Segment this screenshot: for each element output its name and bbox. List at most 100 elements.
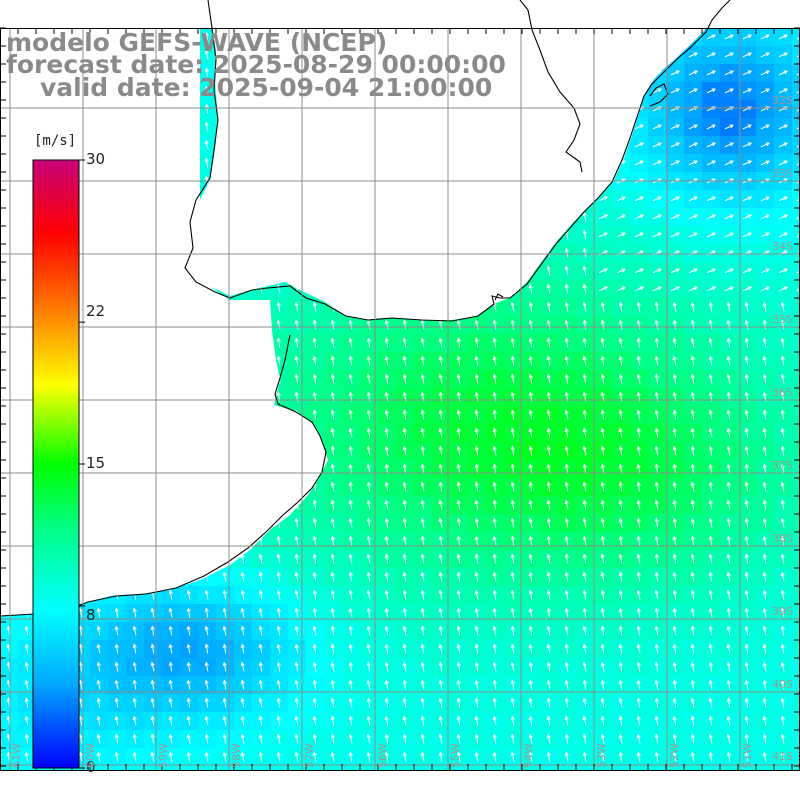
wind-arrow [616,286,627,292]
wind-arrow [564,535,569,546]
wind-arrow [616,232,627,238]
wind-speed-cell [432,766,451,771]
wind-arrow [168,643,173,654]
wind-arrow [582,733,587,744]
wind-arrow [312,625,317,636]
wind-arrow [546,463,551,474]
wind-arrow [186,697,191,708]
wind-arrow [330,373,335,384]
wind-arrow [564,733,569,744]
wind-arrow [726,535,731,546]
wind-arrow [778,286,789,292]
wind-arrow [744,535,749,546]
wind-speed-cell [234,766,253,771]
wind-arrow [760,124,771,130]
wind-arrow [510,571,515,582]
lon-label-51W: 51W [741,743,754,768]
wind-arrow [402,769,407,780]
wind-arrow [510,301,515,312]
lon-label-58W: 58W [230,743,243,768]
wind-arrow [690,643,695,654]
wind-arrow [402,535,407,546]
wind-arrow [654,463,659,474]
wind-arrow [636,661,641,672]
wind-arrow [780,355,785,366]
wind-arrow [618,697,623,708]
wind-arrow [708,607,713,618]
wind-arrow [240,625,245,636]
wind-arrow [690,697,695,708]
wind-arrow [438,697,443,708]
wind-arrow [796,126,800,130]
wind-arrow [258,697,263,708]
wind-speed-cell [792,658,800,677]
wind-arrow [688,232,699,238]
wind-arrow [780,589,785,600]
wind-arrow [348,661,353,672]
wind-arrow [690,607,695,618]
wind-arrow [474,355,479,366]
wind-arrow [456,355,461,366]
wind-arrow [636,769,641,780]
wind-arrow [438,463,443,474]
lat-label-32S: 32S [772,94,793,107]
wind-arrow [294,661,299,672]
wind-arrow [348,337,353,348]
wind-arrow [760,142,771,148]
wind-arrow [204,85,209,96]
wind-arrow [724,160,735,166]
wind-arrow [564,553,569,564]
wind-speed-cell [792,514,800,533]
wind-arrow [492,319,497,330]
wind-arrow [760,286,771,292]
wind-arrow [402,373,407,384]
wind-arrow [312,679,317,690]
wind-arrow [690,679,695,690]
wind-arrow [582,715,587,726]
wind-arrow [456,751,461,762]
wind-arrow [742,268,753,274]
wind-arrow [582,409,587,420]
wind-arrow [258,625,263,636]
wind-arrow [564,499,569,510]
wind-arrow [654,661,659,672]
wind-arrow [474,517,479,528]
wind-speed-cell [738,766,757,771]
wind-arrow [780,445,785,456]
wind-arrow [654,751,659,762]
wind-arrow [726,607,731,618]
wind-arrow [150,769,155,780]
wind-arrow [778,232,789,238]
wind-arrow [510,589,515,600]
wind-arrow [276,571,281,582]
wind-arrow [690,517,695,528]
wind-arrow [168,625,173,636]
wind-arrow [636,589,641,600]
wind-arrow [726,769,731,780]
wind-arrow [186,715,191,726]
wind-arrow [780,481,785,492]
wind-arrow [670,268,681,274]
wind-arrow [132,715,137,726]
wind-arrow [636,373,641,384]
wind-arrow [330,517,335,528]
wind-arrow [564,283,569,294]
wind-arrow [402,409,407,420]
wind-arrow [706,232,717,238]
wind-arrow [582,625,587,636]
wind-arrow [744,643,749,654]
wind-arrow [438,355,443,366]
forecast-date: forecast date: 2025-08-29 00:00:00 [6,50,506,79]
wind-arrow [492,733,497,744]
wind-arrow [510,499,515,510]
wind-speed-cell [270,766,289,771]
wind-arrow [204,607,209,618]
wind-arrow [760,52,771,58]
wind-arrow [670,88,681,94]
lat-label-39S: 39S [772,605,793,618]
wind-arrow [204,661,209,672]
wind-arrow [456,427,461,438]
wind-arrow [654,499,659,510]
wind-arrow [780,553,785,564]
wind-arrow [726,679,731,690]
